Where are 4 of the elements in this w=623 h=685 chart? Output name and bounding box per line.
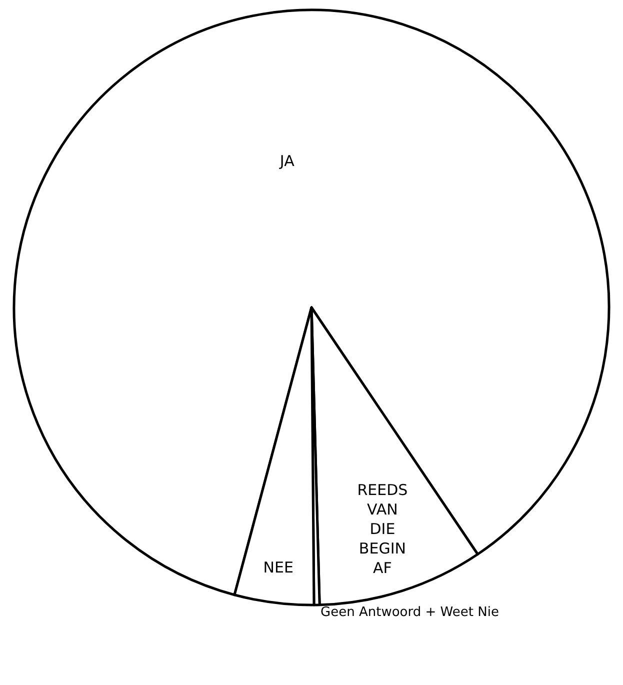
slice-label: REEDS VAN DIE BEGIN AF [357,481,408,578]
slice-label: JA [278,152,296,170]
slice-label: NEE [263,558,294,577]
slice-label: Geen Antwoord + Weet Nie [320,604,499,620]
